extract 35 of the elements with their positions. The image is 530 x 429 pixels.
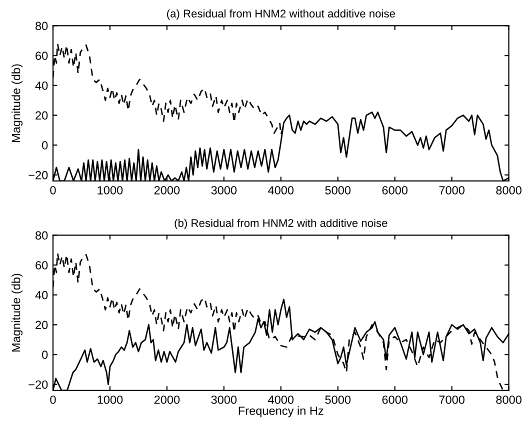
chart-title: (b) Residual from HNM2 with additive noise <box>174 218 388 230</box>
x-tick-label: 0 <box>50 396 56 404</box>
y-tick-label: 80 <box>36 231 48 240</box>
y-tick-label: 60 <box>36 261 48 270</box>
x-tick-label: 4000 <box>268 186 294 194</box>
y-tick-label: 20 <box>36 320 48 330</box>
x-tick-label: 1000 <box>98 186 123 194</box>
x-tick-label: 1000 <box>98 396 123 404</box>
y-tick-label: 40 <box>35 81 48 90</box>
y-tick-label: 20 <box>36 111 48 120</box>
chart-title: (a) Residual from HNM2 without additive noise <box>167 9 395 20</box>
x-tick-label: 5000 <box>325 186 351 194</box>
y-tick-label: 40 <box>35 290 48 300</box>
x-tick-label: 8000 <box>496 186 522 194</box>
y-tick-label: −20 <box>28 170 48 180</box>
y-tick-label: 0 <box>42 350 48 359</box>
x-tick-label: 2000 <box>154 186 180 194</box>
y-tick-label: −20 <box>28 380 48 389</box>
x-tick-label: 7000 <box>439 396 464 404</box>
x-tick-label: 6000 <box>382 396 408 404</box>
x-tick-label: 3000 <box>211 396 237 404</box>
x-tick-label: 3000 <box>211 186 237 194</box>
x-tick-label: 5000 <box>325 396 351 404</box>
x-tick-label: 4000 <box>268 396 294 404</box>
y-axis-title: Magnitude (db) <box>12 64 23 142</box>
y-tick-label: 80 <box>36 22 48 30</box>
x-tick-label: 6000 <box>382 186 408 194</box>
y-tick-label: 0 <box>42 141 48 150</box>
x-tick-label: 2000 <box>154 396 180 404</box>
x-tick-label: 8000 <box>496 396 522 404</box>
x-tick-label: 7000 <box>439 186 464 194</box>
y-axis-title: Magnitude (db) <box>12 274 23 352</box>
x-axis-title: Frequency in Hz <box>238 406 324 418</box>
x-tick-label: 0 <box>50 186 56 194</box>
y-tick-label: 60 <box>36 52 48 60</box>
